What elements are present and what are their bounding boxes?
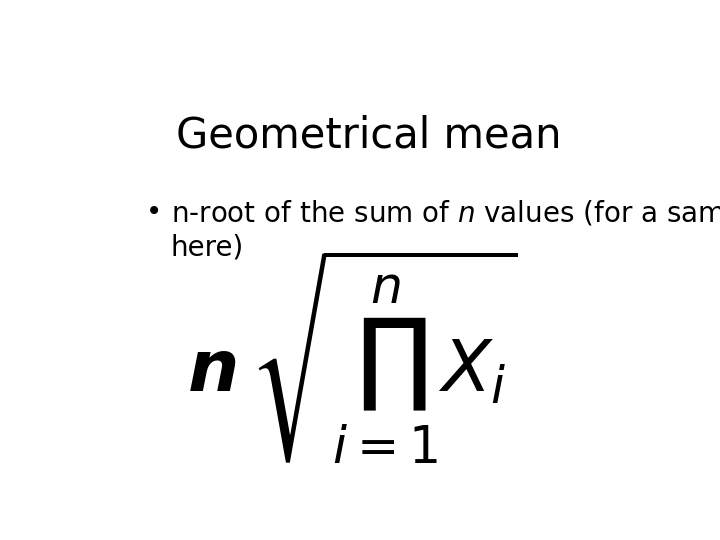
Text: n-root of the sum of $n$ values (for a sample: n-root of the sum of $n$ values (for a s… (171, 198, 720, 230)
Text: here): here) (171, 233, 244, 261)
Text: •: • (145, 198, 162, 226)
Text: Geometrical mean: Geometrical mean (176, 114, 562, 157)
Text: $\boldsymbol{n}\,\sqrt{\prod_{i=1}^{n} X_i}$: $\boldsymbol{n}\,\sqrt{\prod_{i=1}^{n} X… (187, 247, 518, 465)
